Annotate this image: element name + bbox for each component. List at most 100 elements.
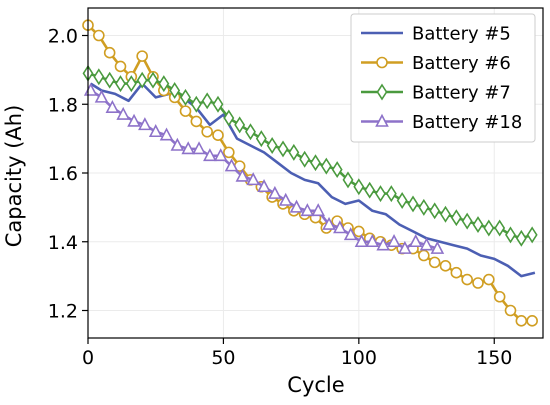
data-point-diamond <box>450 209 462 227</box>
data-point-circle <box>428 256 441 269</box>
data-point-circle <box>461 273 473 286</box>
data-point-circle <box>483 273 495 286</box>
data-point-diamond <box>180 88 191 106</box>
data-point-triangle <box>203 148 217 162</box>
data-point-diamond <box>320 157 332 175</box>
data-point-diamond <box>342 171 354 189</box>
data-point-diamond <box>396 192 408 209</box>
data-point-triangle <box>181 141 196 155</box>
data-point-triangle <box>419 237 434 251</box>
legend-label: Battery #5 <box>412 24 511 45</box>
data-point-triangle <box>213 148 228 162</box>
data-point-circle <box>504 304 517 317</box>
data-point-diamond <box>234 116 246 134</box>
data-point-triangle <box>300 203 315 217</box>
data-point-diamond <box>376 83 388 101</box>
data-point-triangle <box>192 141 206 155</box>
data-point-triangle <box>365 234 380 248</box>
data-point-triangle <box>235 168 250 182</box>
data-point-circle <box>190 115 203 128</box>
data-point-triangle <box>408 234 423 248</box>
data-point-triangle <box>354 234 369 248</box>
data-point-diamond <box>93 68 105 86</box>
data-point-circle <box>450 266 463 279</box>
data-point-diamond <box>364 181 376 199</box>
x-tick-label: 150 <box>476 347 512 369</box>
data-point-diamond <box>201 92 213 110</box>
axes: 0 50 100 150 1.2 1.4 1.6 1.8 2.0 <box>48 7 544 369</box>
series-battery-18 <box>83 82 445 254</box>
y-tick-label: 2.0 <box>48 26 78 48</box>
data-point-triangle <box>127 113 141 127</box>
x-tick-label: 100 <box>341 347 377 369</box>
data-point-circle <box>179 105 192 117</box>
data-point-triangle <box>268 185 282 199</box>
y-tick-label: 1.6 <box>48 163 78 185</box>
data-point-circle <box>103 46 116 59</box>
data-point-diamond <box>515 229 527 247</box>
data-point-diamond <box>190 95 202 113</box>
data-point-circle <box>439 260 452 272</box>
data-point-diamond <box>418 198 430 216</box>
data-point-triangle <box>105 99 120 113</box>
data-point-triangle <box>116 106 131 120</box>
data-point-diamond <box>169 82 181 99</box>
data-point-triangle <box>257 179 271 193</box>
data-point-triangle <box>148 124 163 138</box>
data-point-triangle <box>375 113 389 127</box>
legend-entry-battery-5: Battery #5 <box>361 24 511 45</box>
data-point-triangle <box>387 234 401 248</box>
data-point-diamond <box>299 150 311 168</box>
data-point-diamond <box>375 185 386 203</box>
data-point-diamond <box>505 226 516 244</box>
y-tick-label: 1.4 <box>48 232 78 254</box>
data-point-diamond <box>440 205 451 223</box>
data-point-circle <box>114 60 127 73</box>
data-point-diamond <box>212 95 224 113</box>
data-point-diamond <box>277 140 289 158</box>
data-point-diamond <box>147 71 159 89</box>
data-point-circle <box>376 56 388 69</box>
data-point-circle <box>136 50 148 62</box>
data-point-triangle <box>159 127 174 141</box>
data-point-circle <box>201 125 213 138</box>
legend-entry-battery-6: Battery #6 <box>361 53 511 74</box>
data-point-triangle <box>322 216 336 230</box>
data-point-triangle <box>278 192 293 206</box>
y-tick-label: 1.8 <box>48 94 78 116</box>
legend: Battery #5 Battery #6 Battery #7 Battery #1… <box>350 13 536 143</box>
data-point-diamond <box>288 143 300 161</box>
data-point-triangle <box>138 117 152 131</box>
data-point-circle <box>493 290 506 303</box>
legend-label: Battery #7 <box>412 83 511 104</box>
x-tick-label: 50 <box>211 347 235 369</box>
data-point-diamond <box>223 109 235 127</box>
y-tick-label: 1.2 <box>48 301 78 323</box>
data-point-triangle <box>333 220 347 234</box>
data-point-diamond <box>526 226 538 244</box>
data-point-circle <box>472 277 484 289</box>
series-battery-7 <box>82 64 538 247</box>
data-point-triangle <box>311 203 326 217</box>
data-point-diamond <box>158 75 170 93</box>
data-point-diamond <box>494 219 506 237</box>
data-point-triangle <box>398 240 412 254</box>
x-tick-label: 0 <box>82 347 94 369</box>
data-point-diamond <box>115 75 126 93</box>
legend-entry-battery-18: Battery #18 <box>361 112 522 133</box>
data-point-diamond <box>429 202 441 220</box>
data-point-triangle <box>289 199 304 213</box>
data-point-circle <box>515 315 528 327</box>
data-point-circle <box>418 249 430 262</box>
y-axis-label: Capacity (Ah) <box>2 105 26 248</box>
data-point-triangle <box>224 158 239 172</box>
data-point-diamond <box>461 212 473 230</box>
data-point-diamond <box>385 185 397 203</box>
data-point-diamond <box>310 154 321 172</box>
data-point-diamond <box>136 71 148 89</box>
data-point-diamond <box>353 178 365 196</box>
data-point-triangle <box>430 240 445 254</box>
data-point-diamond <box>255 130 267 148</box>
